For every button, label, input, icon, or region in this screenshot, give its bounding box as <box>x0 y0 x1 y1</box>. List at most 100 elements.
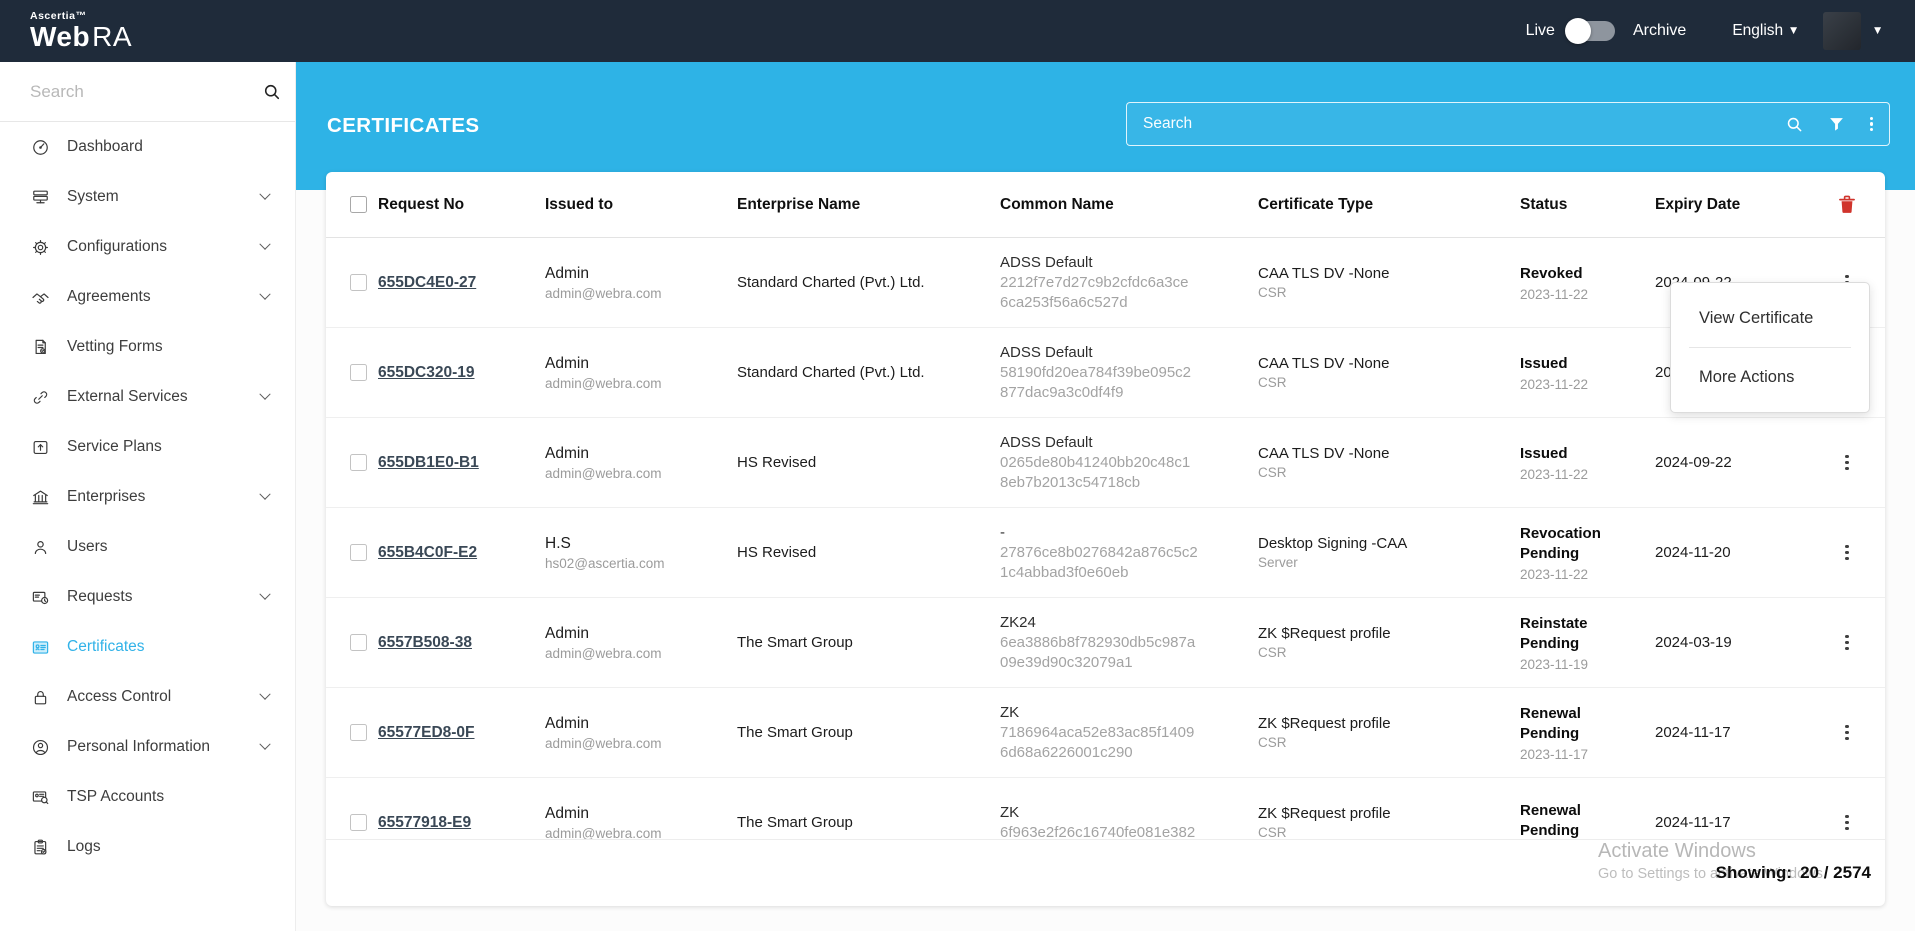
sidebar-item-certificates[interactable]: Certificates <box>0 622 295 672</box>
column-header-enterprise-name: Enterprise Name <box>737 195 861 213</box>
request-no-link[interactable]: 65577918-E9 <box>378 813 472 831</box>
row-actions-kebab-icon[interactable] <box>1841 631 1852 654</box>
user-menu-chevron-icon[interactable]: ▼ <box>1874 26 1881 36</box>
request-no-link[interactable]: 655DC320-19 <box>378 363 475 381</box>
issued-to-cell: Admin admin@webra.com <box>545 625 737 661</box>
enterprise-name-cell: HS Revised <box>737 454 817 471</box>
issued-to-name: Admin <box>545 444 589 462</box>
requests-icon <box>30 587 50 607</box>
row-checkbox[interactable] <box>350 634 367 651</box>
status-cell: Reinstate Pending 2023-11-19 <box>1520 614 1655 672</box>
sidebar-item-requests[interactable]: Requests <box>0 572 295 622</box>
row-actions-kebab-icon[interactable] <box>1841 541 1852 564</box>
issued-to-email: admin@webra.com <box>545 645 662 661</box>
brand-name: WebRA <box>30 21 133 53</box>
request-no-link[interactable]: 655B4C0F-E2 <box>378 543 478 561</box>
common-name-cell: ZK 7186964aca52e83ac85f1409 6d68a6226001… <box>1000 703 1195 761</box>
access-control-icon <box>30 687 50 707</box>
issued-to-name: Admin <box>545 354 589 372</box>
page-title: CERTIFICATES <box>327 114 480 137</box>
tsp-accounts-icon <box>30 787 50 807</box>
sidebar-item-service-plans[interactable]: Service Plans <box>0 422 295 472</box>
sidebar-item-enterprises[interactable]: Enterprises <box>0 472 295 522</box>
row-checkbox[interactable] <box>350 454 367 471</box>
sidebar-item-personal-information[interactable]: Personal Information <box>0 722 295 772</box>
select-all-checkbox[interactable] <box>350 196 367 213</box>
sidebar-item-tsp-accounts[interactable]: TSP Accounts <box>0 772 295 822</box>
table-row: 655B4C0F-E2 H.S hs02@ascertia.com HS Rev… <box>326 508 1885 598</box>
common-name-cell: ADSS Default 0265de80b41240bb20c48c1 8eb… <box>1000 433 1191 491</box>
sidebar-item-external-services[interactable]: External Services <box>0 372 295 422</box>
column-header-certificate-type: Certificate Type <box>1258 195 1374 213</box>
row-checkbox[interactable] <box>350 724 367 741</box>
delete-trash-icon[interactable] <box>1839 195 1855 214</box>
chevron-down-icon <box>259 188 271 200</box>
request-no-link[interactable]: 655DC4E0-27 <box>378 273 477 291</box>
chevron-down-icon <box>259 288 271 300</box>
status-date: 2023-11-22 <box>1520 286 1589 302</box>
dashboard-icon <box>30 137 50 157</box>
certificate-type-cell: CAA TLS DV -None CSR <box>1258 445 1390 480</box>
sidebar-item-logs[interactable]: Logs <box>0 822 295 872</box>
row-checkbox[interactable] <box>350 364 367 381</box>
column-header-request-no: Request No <box>378 195 465 213</box>
top-navbar: Ascertia™ WebRA Live Archive English ▼ ▼ <box>0 0 1915 62</box>
chevron-down-icon <box>259 488 271 500</box>
row-checkbox[interactable] <box>350 274 367 291</box>
column-header-common-name: Common Name <box>1000 195 1114 213</box>
avatar[interactable] <box>1823 12 1862 50</box>
row-checkbox[interactable] <box>350 814 367 831</box>
sidebar-item-configurations[interactable]: Configurations <box>0 222 295 272</box>
certificate-type-cell: Desktop Signing -CAA Server <box>1258 535 1408 570</box>
table-row: 65577ED8-0F Admin admin@webra.com The Sm… <box>326 688 1885 778</box>
language-dropdown[interactable]: English ▼ <box>1732 22 1797 40</box>
request-no-link[interactable]: 655DB1E0-B1 <box>378 453 479 471</box>
certificate-type-cell: ZK $Request profile CSR <box>1258 805 1391 839</box>
issued-to-cell: Admin admin@webra.com <box>545 445 737 481</box>
row-actions-kebab-icon[interactable] <box>1841 721 1852 744</box>
users-icon <box>30 537 50 557</box>
row-checkbox[interactable] <box>350 544 367 561</box>
table-header-row: Request No Issued to Enterprise Name Com… <box>326 172 1885 238</box>
column-header-status: Status <box>1520 195 1568 213</box>
issued-to-email: admin@webra.com <box>545 375 662 391</box>
status-date: 2023-11-19 <box>1520 656 1589 672</box>
sidebar-item-access-control[interactable]: Access Control <box>0 672 295 722</box>
live-archive-toggle[interactable] <box>1564 18 1615 44</box>
sidebar-item-system[interactable]: System <box>0 172 295 222</box>
status-date: 2023-11-22 <box>1520 376 1589 392</box>
common-name-cell: - 27876ce8b0276842a876c5c2 1c4abbad3f0e6… <box>1000 523 1198 581</box>
expiry-date-cell: 2024-11-17 <box>1655 724 1731 741</box>
table-search-input[interactable] <box>1143 115 1786 133</box>
sidebar-item-vetting-forms[interactable]: Vetting Forms <box>0 322 295 372</box>
common-name-cell: ADSS Default 58190fd20ea784f39be095c2 87… <box>1000 343 1192 401</box>
expiry-date-cell: 2024-03-19 <box>1655 634 1732 651</box>
live-label: Live <box>1525 22 1555 39</box>
showing-label: Showing: <box>1715 863 1793 882</box>
more-options-icon[interactable] <box>1869 116 1873 132</box>
issued-to-name: Admin <box>545 714 589 732</box>
sidebar-item-agreements[interactable]: Agreements <box>0 272 295 322</box>
search-icon[interactable] <box>263 83 281 101</box>
enterprise-name-cell: Standard Charted (Pvt.) Ltd. <box>737 364 925 381</box>
issued-to-email: admin@webra.com <box>545 465 662 481</box>
main-content: CERTIFICATES Request No Issued to Enterp… <box>296 62 1915 931</box>
request-no-link[interactable]: 6557B508-38 <box>378 633 472 651</box>
status-badge: Renewal Pending <box>1520 704 1581 742</box>
status-badge: Renewal Pending <box>1520 802 1581 839</box>
menu-item-view-certificate[interactable]: View Certificate <box>1699 308 1814 327</box>
row-actions-kebab-icon[interactable] <box>1841 811 1852 834</box>
issued-to-cell: Admin admin@webra.com <box>545 265 737 301</box>
filter-icon[interactable] <box>1829 117 1844 132</box>
certificates-icon <box>30 637 50 657</box>
row-actions-kebab-icon[interactable] <box>1841 451 1852 474</box>
sidebar-search <box>0 62 295 122</box>
sidebar-search-input[interactable] <box>30 81 251 102</box>
request-no-link[interactable]: 65577ED8-0F <box>378 723 475 741</box>
sidebar-item-dashboard[interactable]: Dashboard <box>0 122 295 172</box>
row-context-menu: View Certificate More Actions <box>1670 282 1870 413</box>
search-icon[interactable] <box>1786 116 1803 133</box>
sidebar-item-users[interactable]: Users <box>0 522 295 572</box>
menu-item-more-actions[interactable]: More Actions <box>1699 367 1795 386</box>
status-badge: Reinstate Pending <box>1520 614 1588 652</box>
